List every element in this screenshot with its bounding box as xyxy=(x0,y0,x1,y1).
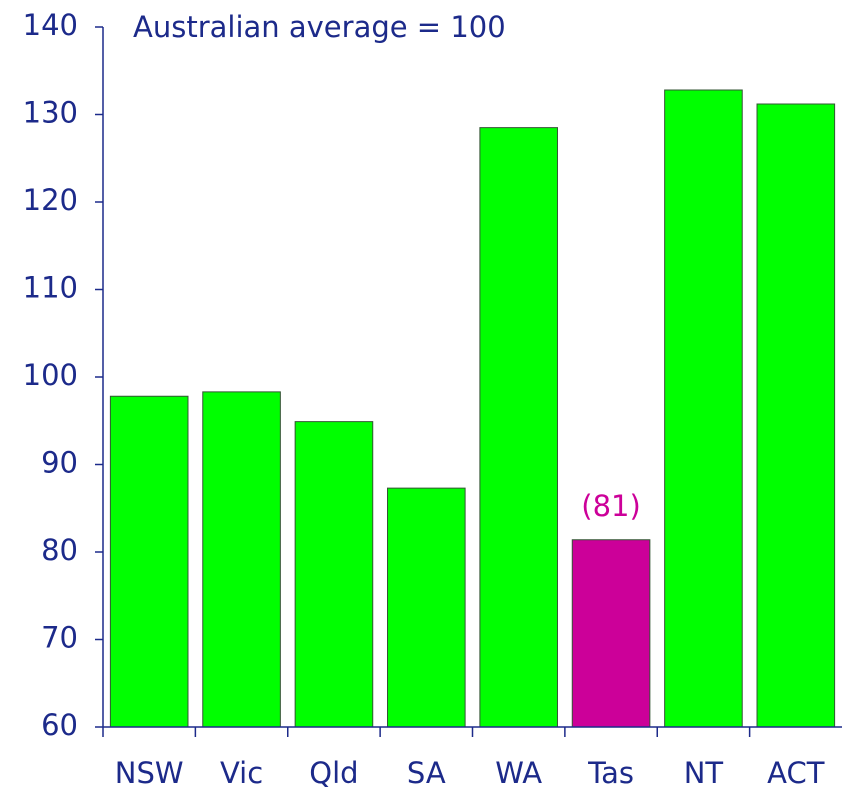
y-tick-label: 110 xyxy=(23,271,78,305)
y-tick-label: 60 xyxy=(41,708,78,742)
y-tick-label: 130 xyxy=(23,96,78,130)
bar xyxy=(294,421,374,728)
y-tick-label: 140 xyxy=(23,8,78,42)
y-tick-label: 90 xyxy=(41,446,78,480)
y-tick-label: 80 xyxy=(41,533,78,567)
data-label: (81) xyxy=(581,489,641,523)
y-tick-label: 100 xyxy=(23,358,78,392)
y-tick-label: 120 xyxy=(23,183,78,217)
x-tick-label: ACT xyxy=(767,756,825,790)
x-tick-label: SA xyxy=(407,756,446,790)
bar xyxy=(202,391,281,728)
x-tick-label: Tas xyxy=(587,756,634,790)
bar xyxy=(387,487,466,728)
bar xyxy=(109,395,189,728)
x-tick-label: NSW xyxy=(115,756,184,790)
chart-title: Australian average = 100 xyxy=(133,10,506,44)
bar xyxy=(571,539,651,728)
y-tick-label: 70 xyxy=(41,621,78,655)
bar xyxy=(479,127,558,728)
x-tick-label: Vic xyxy=(220,756,263,790)
bar xyxy=(664,89,743,728)
bar xyxy=(756,103,836,728)
x-tick-label: Qld xyxy=(309,756,358,790)
x-tick-label: NT xyxy=(684,756,724,790)
x-tick-label: WA xyxy=(495,756,542,790)
